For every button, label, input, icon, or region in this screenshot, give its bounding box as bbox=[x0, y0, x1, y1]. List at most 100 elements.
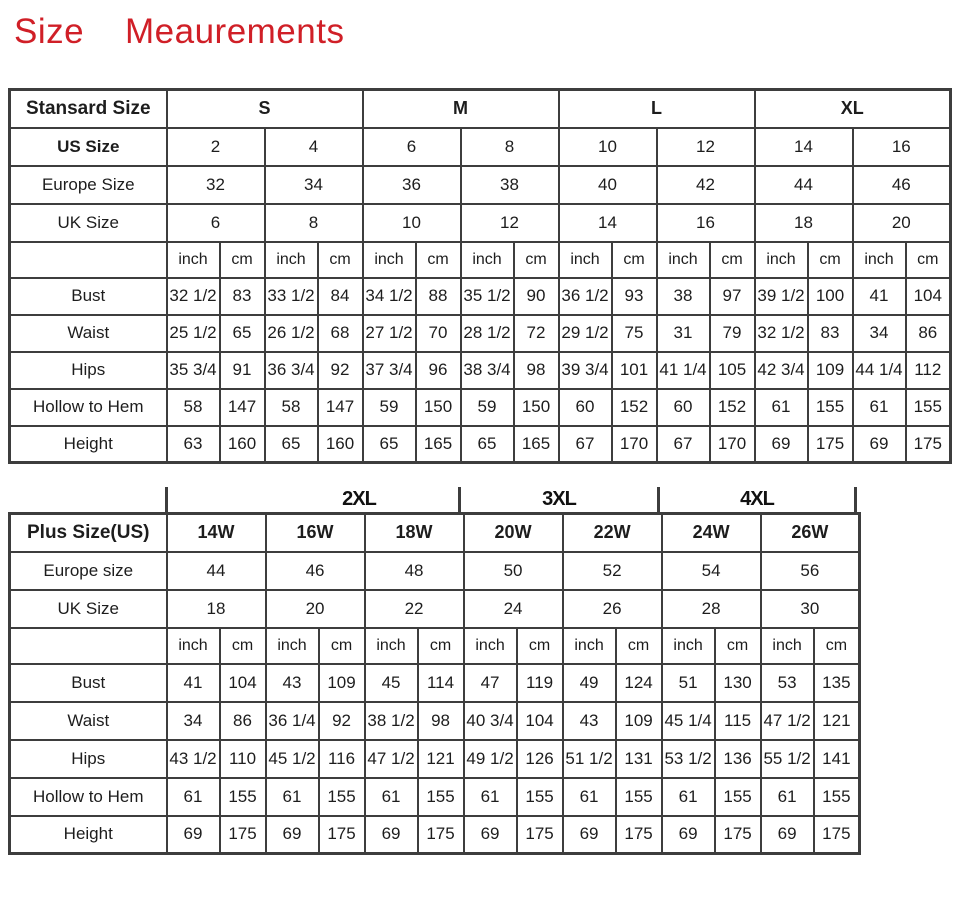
row-label: UK Size bbox=[8, 202, 168, 243]
size-header-row: US Size 2 4 6 8 10 12 14 16 bbox=[8, 126, 952, 167]
measurement-cell: 45 bbox=[363, 662, 419, 703]
measurement-cell: 32 1/2 bbox=[753, 313, 809, 353]
measurement-cell: 92 bbox=[317, 700, 366, 741]
unit-cell: cm bbox=[218, 626, 267, 665]
unit-row: inch cm inch cm inch cm inch cm inch cm inch cm inch… bbox=[8, 240, 952, 279]
measurement-cell: 69 bbox=[753, 424, 809, 464]
band-label: 3XL bbox=[458, 487, 657, 512]
measurement-cell: 60 bbox=[557, 387, 613, 427]
measurement-row: Hips 35 3/4 91 36 3/4 92 37 3/4 96 38 3/4 98 39 3… bbox=[8, 350, 952, 390]
measurement-row: Hollow to Hem 61 155 61 155 61 155 61 155 61 155 61… bbox=[8, 776, 861, 817]
unit-cell: cm bbox=[218, 240, 266, 279]
measurement-row: Height 69 175 69 175 69 175 69 175 69 175 69 175 69 17… bbox=[8, 814, 861, 855]
unit-cell: cm bbox=[416, 626, 465, 665]
measurement-cell: 88 bbox=[414, 276, 462, 316]
size-value-cell: 20 bbox=[851, 202, 952, 243]
measurement-cell: 59 bbox=[361, 387, 417, 427]
measurement-cell: 53 1/2 bbox=[660, 738, 716, 779]
measurement-cell: 61 bbox=[561, 776, 617, 817]
measurement-cell: 49 1/2 bbox=[462, 738, 518, 779]
measurement-cell: 155 bbox=[806, 387, 854, 427]
standard-table-body: Stansard Size S M L XL US Size 2 4 6 8 10 12 14 16 Eur… bbox=[8, 88, 952, 464]
row-label: Waist bbox=[8, 313, 168, 353]
empty-corner-cell bbox=[8, 626, 168, 665]
standard-size-table: Stansard Size S M L XL US Size 2 4 6 8 10 12 14 16 Eur… bbox=[8, 88, 953, 464]
measurement-cell: 39 1/2 bbox=[753, 276, 809, 316]
size-value-cell: 28 bbox=[660, 588, 762, 629]
measurement-cell: 37 3/4 bbox=[361, 350, 417, 390]
measurement-cell: 68 bbox=[316, 313, 364, 353]
unit-cell: cm bbox=[316, 240, 364, 279]
size-value-cell: 2 bbox=[165, 126, 266, 167]
size-header-row: Europe Size 32 34 36 38 40 42 44 46 bbox=[8, 164, 952, 205]
unit-cell: cm bbox=[708, 240, 756, 279]
unit-cell: inch bbox=[462, 626, 518, 665]
size-value-cell: 16 bbox=[655, 202, 756, 243]
measurement-cell: 34 1/2 bbox=[361, 276, 417, 316]
measurement-cell: 170 bbox=[708, 424, 756, 464]
measurement-cell: 119 bbox=[515, 662, 564, 703]
measurement-cell: 175 bbox=[713, 814, 762, 855]
measurement-cell: 135 bbox=[812, 662, 861, 703]
unit-cell: inch bbox=[851, 240, 907, 279]
measurement-cell: 33 1/2 bbox=[263, 276, 319, 316]
corner-label: Plus Size(US) bbox=[8, 512, 168, 553]
measurement-cell: 34 bbox=[165, 700, 221, 741]
measurement-cell: 49 bbox=[561, 662, 617, 703]
measurement-cell: 160 bbox=[316, 424, 364, 464]
measurement-cell: 112 bbox=[904, 350, 952, 390]
size-value-cell: 36 bbox=[361, 164, 462, 205]
measurement-cell: 109 bbox=[806, 350, 854, 390]
unit-cell: cm bbox=[317, 626, 366, 665]
measurement-cell: 41 bbox=[851, 276, 907, 316]
row-label: Hollow to Hem bbox=[8, 776, 168, 817]
size-group-header: 24W bbox=[660, 512, 762, 553]
size-value-cell: 4 bbox=[263, 126, 364, 167]
measurement-cell: 155 bbox=[317, 776, 366, 817]
size-group-header: 26W bbox=[759, 512, 861, 553]
size-value-cell: 26 bbox=[561, 588, 663, 629]
size-value-cell: 14 bbox=[557, 202, 658, 243]
measurement-cell: 165 bbox=[512, 424, 560, 464]
measurement-cell: 45 1/4 bbox=[660, 700, 716, 741]
measurement-cell: 51 bbox=[660, 662, 716, 703]
measurement-cell: 155 bbox=[904, 387, 952, 427]
size-group-header: 18W bbox=[363, 512, 465, 553]
measurement-cell: 47 bbox=[462, 662, 518, 703]
measurement-cell: 43 1/2 bbox=[165, 738, 221, 779]
measurement-cell: 47 1/2 bbox=[759, 700, 815, 741]
size-value-cell: 32 bbox=[165, 164, 266, 205]
measurement-cell: 152 bbox=[708, 387, 756, 427]
size-value-cell: 8 bbox=[263, 202, 364, 243]
unit-cell: inch bbox=[759, 626, 815, 665]
measurement-cell: 109 bbox=[614, 700, 663, 741]
size-value-cell: 16 bbox=[851, 126, 952, 167]
size-value-cell: 54 bbox=[660, 550, 762, 591]
measurement-cell: 36 1/4 bbox=[264, 700, 320, 741]
size-group-header: 22W bbox=[561, 512, 663, 553]
size-value-cell: 56 bbox=[759, 550, 861, 591]
measurement-cell: 104 bbox=[904, 276, 952, 316]
size-group-header: 16W bbox=[264, 512, 366, 553]
measurement-cell: 36 1/2 bbox=[557, 276, 613, 316]
measurement-cell: 175 bbox=[614, 814, 663, 855]
measurement-cell: 170 bbox=[610, 424, 658, 464]
empty-corner-cell bbox=[8, 240, 168, 279]
measurement-cell: 86 bbox=[218, 700, 267, 741]
measurement-row: Waist 25 1/2 65 26 1/2 68 27 1/2 70 28 1/2 72 29 … bbox=[8, 313, 952, 353]
measurement-cell: 175 bbox=[416, 814, 465, 855]
measurement-cell: 41 1/4 bbox=[655, 350, 711, 390]
unit-cell: cm bbox=[515, 626, 564, 665]
measurement-cell: 53 bbox=[759, 662, 815, 703]
size-value-cell: 10 bbox=[557, 126, 658, 167]
measurement-cell: 150 bbox=[414, 387, 462, 427]
size-group-header: M bbox=[361, 88, 560, 129]
measurement-cell: 61 bbox=[363, 776, 419, 817]
plus-size-band: 2XL 3XL 4XL bbox=[165, 487, 857, 512]
measurement-cell: 41 bbox=[165, 662, 221, 703]
size-value-cell: 44 bbox=[165, 550, 267, 591]
unit-cell: inch bbox=[660, 626, 716, 665]
measurement-cell: 36 3/4 bbox=[263, 350, 319, 390]
measurement-cell: 69 bbox=[462, 814, 518, 855]
measurement-cell: 27 1/2 bbox=[361, 313, 417, 353]
